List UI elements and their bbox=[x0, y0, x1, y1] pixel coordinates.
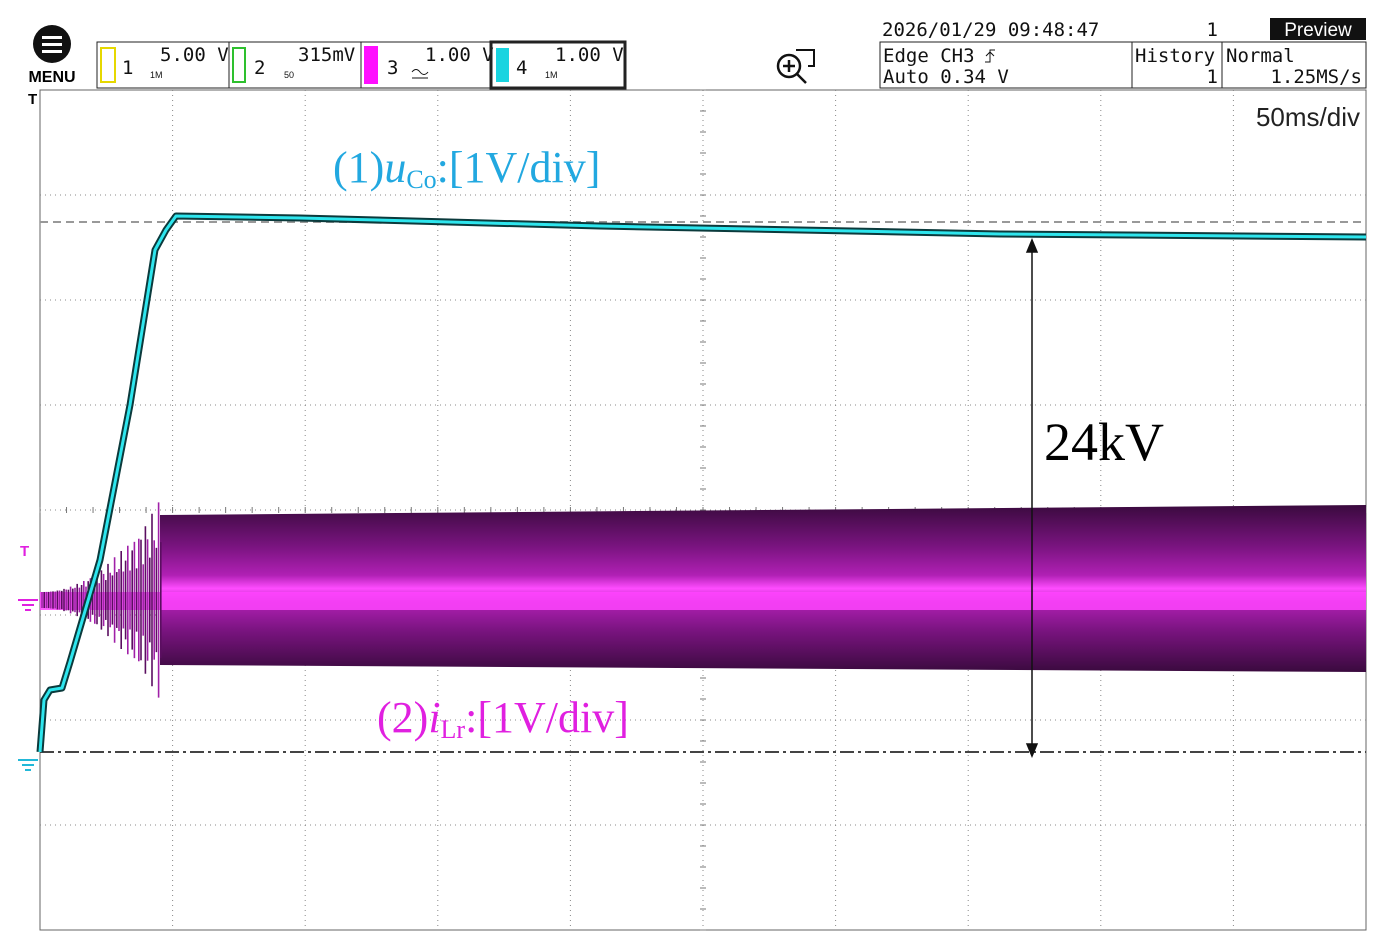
span-label: 24kV bbox=[1044, 412, 1164, 472]
trigger-settings[interactable]: Edge CH3 Auto 0.34 V bbox=[883, 45, 1009, 88]
channel-3[interactable]: 3 1.00 V bbox=[364, 44, 494, 84]
preview-button[interactable]: Preview bbox=[1270, 18, 1366, 41]
current-waveform bbox=[40, 502, 1366, 698]
channel-impedance: 1M bbox=[545, 70, 558, 80]
channel-number: 1 bbox=[122, 57, 133, 79]
menu-button[interactable]: MENU bbox=[28, 25, 76, 86]
label-subscript: Lr bbox=[441, 715, 466, 744]
status-box bbox=[879, 41, 1367, 89]
acquisition-count: 1 bbox=[1207, 19, 1218, 41]
channel-number: 4 bbox=[516, 57, 527, 79]
channel-scale: 5.00 V bbox=[160, 44, 229, 66]
current-label: (2)iLr:[1V/div] bbox=[377, 693, 629, 744]
history[interactable]: History 1 bbox=[1135, 45, 1218, 88]
menu-label: MENU bbox=[28, 69, 75, 86]
channel-impedance: 1M bbox=[150, 70, 163, 80]
channel-impedance: 50 bbox=[284, 70, 294, 80]
trigger-position-marker: T bbox=[28, 91, 37, 108]
channel-scale: 315mV bbox=[298, 44, 355, 66]
label-subscript: Co bbox=[406, 165, 436, 194]
zoom-icon[interactable] bbox=[776, 49, 815, 84]
voltage-waveform bbox=[36, 212, 1367, 753]
channel-3-trigger-marker: T bbox=[20, 543, 29, 560]
label-scale: :[1V/div] bbox=[465, 693, 629, 742]
channel-number: 3 bbox=[387, 57, 398, 79]
timebase: 50ms/div bbox=[1256, 102, 1360, 132]
voltage-label: (1)uCo:[1V/div] bbox=[333, 143, 600, 194]
label-prefix: (1) bbox=[333, 143, 384, 192]
label-symbol: i bbox=[428, 693, 440, 742]
label-scale: :[1V/div] bbox=[437, 143, 601, 192]
ground-markers bbox=[18, 599, 38, 771]
span-arrow bbox=[1025, 238, 1039, 758]
sample-rate: 1.25MS/s bbox=[1270, 66, 1362, 88]
channel-1[interactable]: 1 5.00 V 1M bbox=[100, 44, 229, 83]
label-prefix: (2) bbox=[377, 693, 428, 742]
datetime: 2026/01/29 09:48:47 bbox=[882, 19, 1099, 41]
channel-scale: 1.00 V bbox=[555, 44, 624, 66]
history-value: 1 bbox=[1207, 66, 1218, 88]
preview-label: Preview bbox=[1284, 20, 1352, 41]
history-label: History bbox=[1135, 45, 1215, 67]
channel-scale: 1.00 V bbox=[425, 44, 494, 66]
channel-4[interactable]: 4 1.00 V 1M bbox=[489, 40, 627, 90]
label-symbol: u bbox=[384, 143, 406, 192]
acquisition[interactable]: Normal 1.25MS/s bbox=[1226, 45, 1362, 88]
channel-number: 2 bbox=[254, 57, 265, 79]
acquisition-mode: Normal bbox=[1226, 45, 1295, 67]
trigger-level: Auto 0.34 V bbox=[883, 66, 1009, 88]
trigger-source: Edge CH3 bbox=[883, 45, 975, 67]
channel-2[interactable]: 2 315mV 50 bbox=[232, 44, 355, 83]
